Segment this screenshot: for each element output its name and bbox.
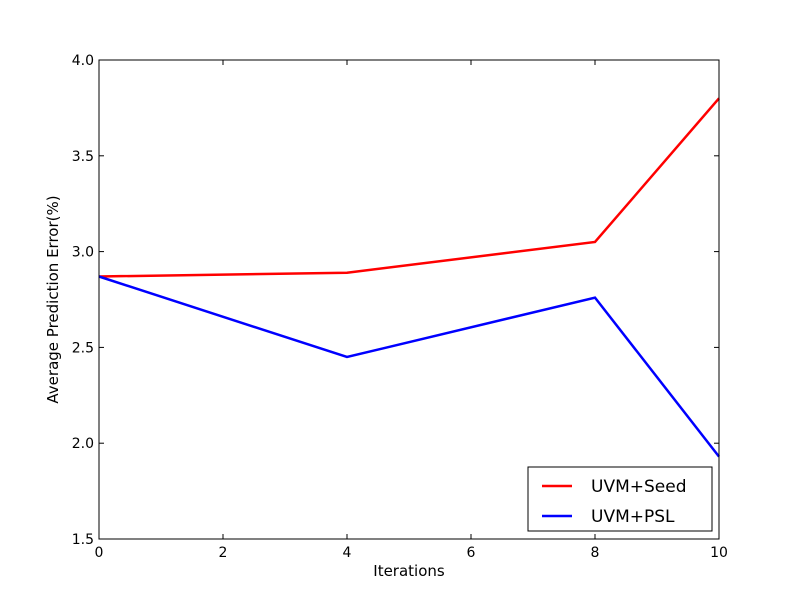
x-tick-label: 4 (343, 545, 352, 561)
y-tick-label: 2.0 (72, 436, 94, 452)
plot-frame (98, 59, 720, 540)
ticks-layer: 0 2 4 6 8 10 1.5 2.0 2.5 3.0 3.5 4.0 (72, 53, 728, 561)
legend-box (527, 466, 713, 532)
legend-label-1: UVM+Seed (591, 477, 686, 497)
y-axis-title: Average Prediction Error(%) (44, 195, 62, 403)
y-tick-label: 3.5 (72, 149, 94, 165)
series-line-1 (98, 97, 720, 278)
x-tick-label: 6 (467, 545, 476, 561)
y-tick-label: 2.5 (72, 340, 94, 356)
series-layer (98, 97, 720, 458)
x-tick-label: 10 (710, 545, 728, 561)
y-tick-label: 1.5 (72, 532, 94, 548)
legend-label-2: UVM+PSL (591, 507, 675, 527)
x-tick-label: 0 (95, 545, 104, 561)
y-tick-label: 3.0 (72, 245, 94, 261)
legend: UVM+Seed UVM+PSL (527, 466, 713, 532)
x-tick-label: 2 (219, 545, 228, 561)
x-axis-title: Iterations (373, 562, 445, 580)
series-line-2 (98, 275, 720, 458)
y-tick-label: 4.0 (72, 53, 94, 69)
x-tick-label: 8 (591, 545, 600, 561)
